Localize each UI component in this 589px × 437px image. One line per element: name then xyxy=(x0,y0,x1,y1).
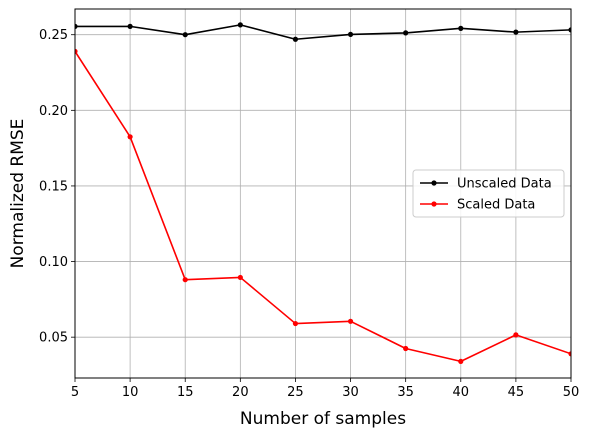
series-lines xyxy=(75,22,571,364)
data-point-unscaled-data xyxy=(182,32,188,38)
data-point-unscaled-data xyxy=(292,36,299,42)
series-line-unscaled-data xyxy=(75,24,571,41)
data-point-scaled-data xyxy=(182,277,188,283)
x-tick-label: 15 xyxy=(177,385,194,400)
data-point-unscaled-data xyxy=(127,23,133,29)
x-tick-label: 35 xyxy=(397,385,414,400)
data-point-scaled-data xyxy=(75,48,78,54)
legend-marker-scaled-data xyxy=(431,201,437,207)
data-point-unscaled-data xyxy=(568,27,571,33)
series-line-scaled-data xyxy=(75,50,571,363)
x-axis-ticks: 5 10 15 20 25 30 35 40 45 50 xyxy=(71,378,579,400)
x-tick-label: 40 xyxy=(453,385,470,400)
data-point-scaled-data xyxy=(403,345,409,352)
x-tick-label: 10 xyxy=(122,385,139,400)
y-axis-label: Normalized RMSE xyxy=(8,119,28,269)
legend: Unscaled Data Scaled Data xyxy=(412,169,565,218)
data-point-scaled-data xyxy=(513,332,519,338)
data-point-unscaled-data xyxy=(237,22,243,28)
y-axis-ticks: 0.05 0.10 0.15 0.20 0.25 xyxy=(39,28,75,346)
legend-box xyxy=(412,169,565,218)
data-point-unscaled-data xyxy=(458,25,464,31)
y-tick-label: 0.10 xyxy=(39,255,68,270)
legend-label-scaled-data: Scaled Data xyxy=(457,198,535,213)
x-tick-label: 50 xyxy=(563,385,580,400)
x-tick-label: 5 xyxy=(71,385,79,400)
data-point-scaled-data xyxy=(347,318,354,324)
legend-marker-unscaled-data xyxy=(431,180,437,186)
data-point-scaled-data xyxy=(292,320,299,327)
plot-frame xyxy=(74,8,572,379)
x-tick-label: 20 xyxy=(232,385,249,400)
y-tick-label: 0.05 xyxy=(39,331,68,346)
y-tick-label: 0.25 xyxy=(39,28,68,43)
data-point-unscaled-data xyxy=(513,29,519,35)
data-point-scaled-data xyxy=(458,358,464,364)
data-point-scaled-data xyxy=(127,134,133,140)
x-tick-label: 30 xyxy=(342,385,359,400)
data-point-unscaled-data xyxy=(403,30,409,36)
x-tick-label: 45 xyxy=(508,385,525,400)
data-point-unscaled-data xyxy=(75,23,78,29)
x-tick-label: 25 xyxy=(287,385,304,400)
data-point-scaled-data xyxy=(568,351,571,357)
data-point-unscaled-data xyxy=(347,31,354,38)
x-axis-label: Number of samples xyxy=(240,409,406,429)
y-tick-label: 0.20 xyxy=(39,104,68,119)
y-tick-label: 0.15 xyxy=(39,179,68,194)
legend-label-unscaled-data: Unscaled Data xyxy=(457,177,552,192)
data-point-scaled-data xyxy=(237,274,243,281)
